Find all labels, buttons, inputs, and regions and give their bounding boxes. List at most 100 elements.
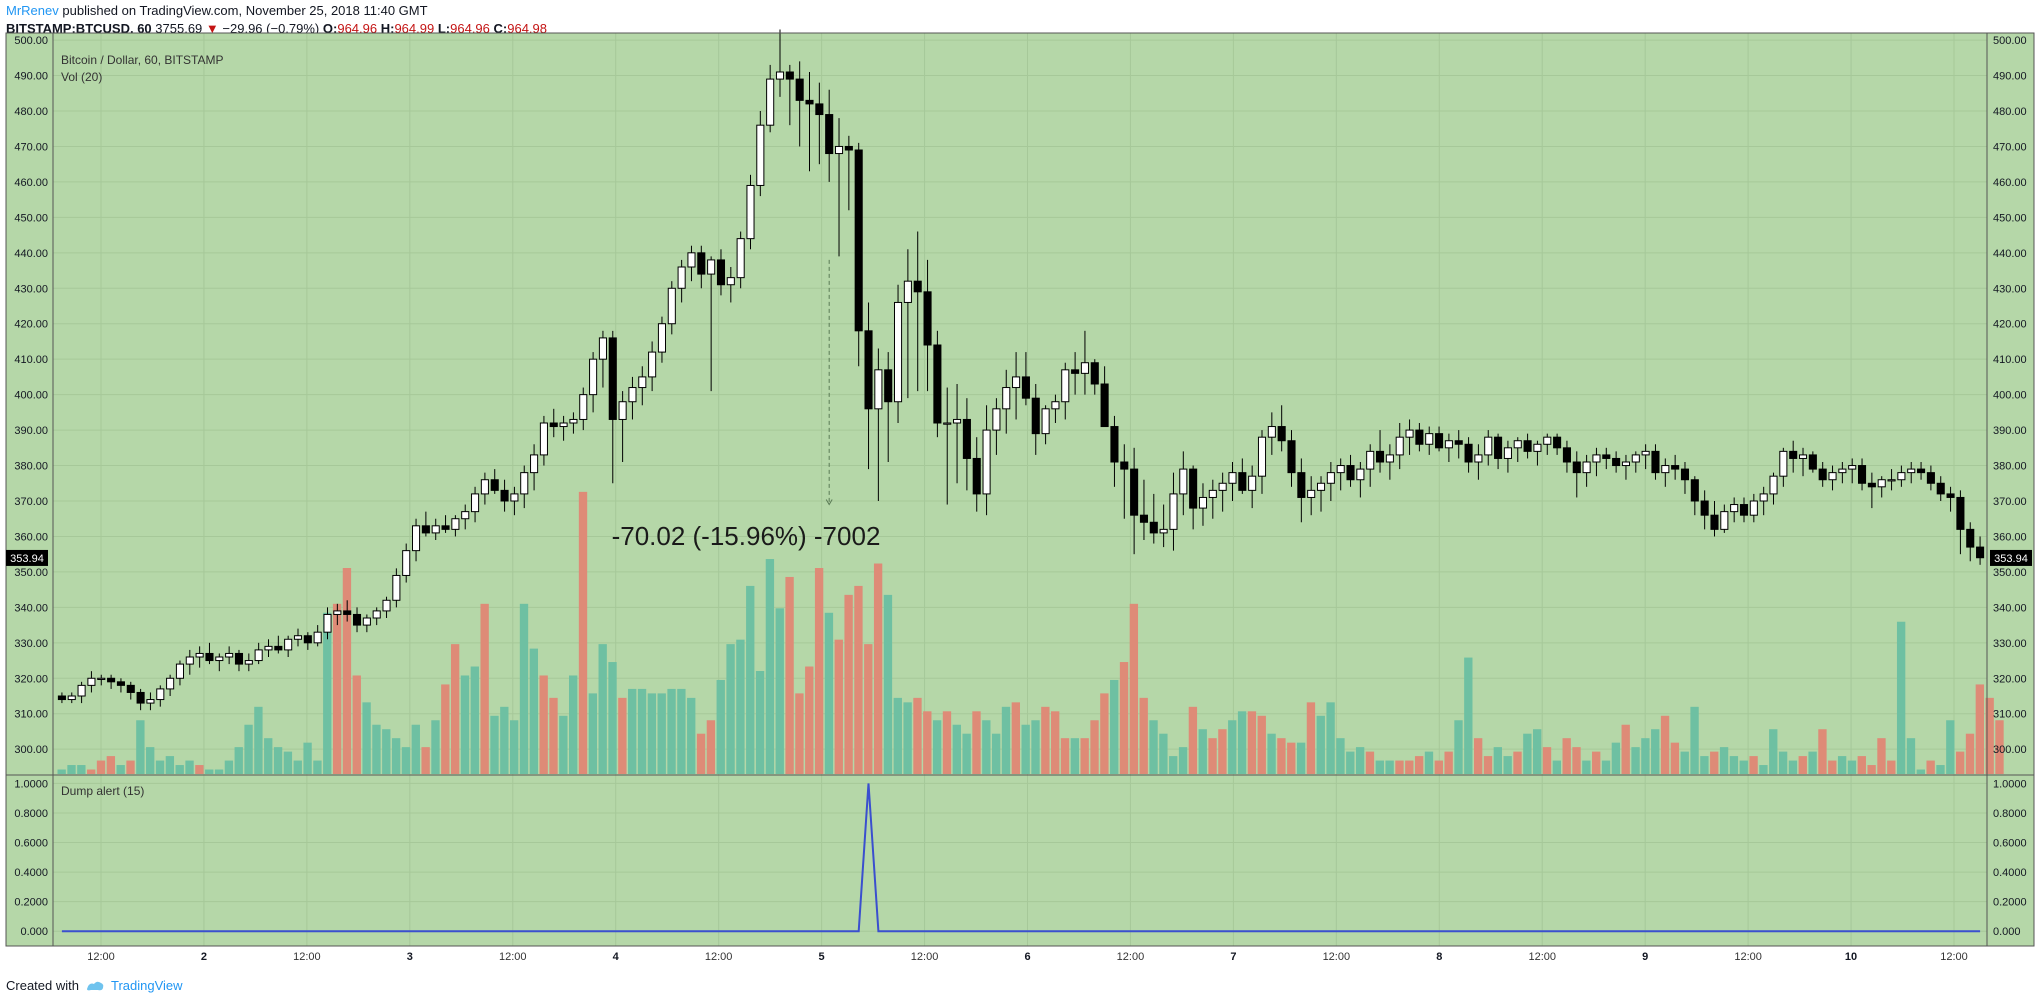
volume-bar (1936, 765, 1945, 774)
candle-body (1690, 479, 1699, 502)
candle-body (1621, 461, 1631, 467)
price-tick-left: 450.00 (14, 212, 48, 224)
volume-bar (1857, 756, 1866, 774)
volume-bar (1660, 715, 1670, 774)
candle-body (1100, 383, 1109, 428)
candle-body (1641, 450, 1650, 456)
candle (1179, 451, 1188, 516)
symbol-info: BITSTAMP:BTCUSD, 60 3755.69 ▼ −29.96 (−0… (6, 21, 547, 36)
candle (1523, 433, 1532, 459)
candle (1582, 454, 1591, 487)
low-value: 964.96 (450, 21, 490, 36)
candle-body (185, 656, 194, 665)
volume-bar (1149, 720, 1158, 774)
candle (1277, 405, 1286, 452)
volume-bar (1159, 733, 1168, 774)
volume-bar (746, 585, 755, 774)
candle (1287, 430, 1296, 487)
volume-bar (165, 756, 175, 774)
volume-bar (1041, 706, 1050, 774)
candle (1139, 479, 1149, 540)
candle (1808, 451, 1817, 473)
dump-alert-line (61, 783, 1981, 933)
candle-body (1346, 465, 1355, 481)
candle-body (1179, 468, 1188, 495)
candle (352, 607, 362, 633)
candle-body (1464, 443, 1473, 463)
candle-body (57, 695, 66, 701)
candle (1956, 490, 1965, 555)
volume-bar (1178, 747, 1188, 774)
volume-bar (1680, 751, 1689, 774)
candle (874, 348, 883, 501)
measure-annotation: -70.02 (-15.96%) -7002 (612, 521, 881, 551)
candle-body (451, 518, 460, 530)
candle (1100, 366, 1109, 428)
created-with-text: Created with (6, 978, 79, 993)
candle (1759, 486, 1768, 516)
candle-body (1415, 429, 1424, 445)
volume-bar (1651, 729, 1660, 774)
candle (1789, 440, 1798, 473)
volume-bar (1641, 738, 1650, 774)
volume-bar (293, 760, 302, 774)
candle-body (1307, 489, 1316, 498)
volume-bar (854, 585, 863, 774)
tradingview-link[interactable]: TradingView (110, 978, 183, 993)
publish-text: published on TradingView.com, November 2… (62, 3, 428, 18)
volume-bar (1769, 729, 1778, 774)
tradingview-logo-icon (86, 981, 104, 990)
volume-bar (716, 679, 725, 774)
candle (1602, 447, 1611, 470)
volume-bar (1473, 738, 1483, 774)
high-value: 964.99 (394, 21, 435, 36)
candle-body (461, 511, 470, 520)
author-link[interactable]: MrRenev (6, 3, 59, 18)
volume-bar (1552, 760, 1562, 774)
time-tick: 10 (1845, 951, 1857, 963)
candle (795, 61, 804, 147)
volume-bar (1877, 738, 1886, 774)
candle-body (1061, 369, 1070, 403)
volume-bar (500, 706, 509, 774)
volume-bar (421, 747, 430, 774)
candle (1700, 490, 1709, 530)
candle-body (1562, 447, 1571, 463)
candle-body (756, 124, 765, 186)
symbol-name: BITSTAMP:BTCUSD, 60 (6, 21, 152, 36)
candle (549, 408, 558, 438)
candle-body (1739, 504, 1749, 516)
candle (1041, 405, 1050, 445)
candle-body (264, 645, 273, 651)
candle (884, 352, 893, 462)
volume-bar (608, 662, 617, 774)
candle (530, 444, 539, 491)
candle (1012, 352, 1021, 420)
time-tick: 12:00 (911, 951, 939, 963)
candle (1248, 465, 1257, 509)
candle-body (982, 429, 991, 495)
candle-body (1169, 493, 1178, 530)
candle-body (549, 422, 558, 428)
price-tick-left: 360.00 (14, 531, 48, 543)
candle (402, 543, 411, 583)
price-tick-right: 320.00 (1993, 673, 2027, 685)
candle-body (972, 457, 981, 495)
candle (1090, 359, 1099, 395)
price-tick-left: 440.00 (14, 248, 48, 260)
candle-body (1543, 436, 1552, 445)
candle (972, 437, 981, 512)
candle (1415, 423, 1424, 452)
volume-bar (323, 612, 332, 774)
candle (77, 681, 86, 704)
candle-body (1818, 468, 1827, 481)
price-tick-right: 440.00 (1993, 248, 2027, 260)
volume-bar (991, 733, 1001, 774)
candle-body (244, 660, 253, 665)
candle-body (933, 344, 942, 424)
candle (893, 284, 903, 423)
price-tick-right: 450.00 (1993, 212, 2027, 224)
volume-bar (1316, 715, 1325, 774)
candle (746, 174, 755, 250)
